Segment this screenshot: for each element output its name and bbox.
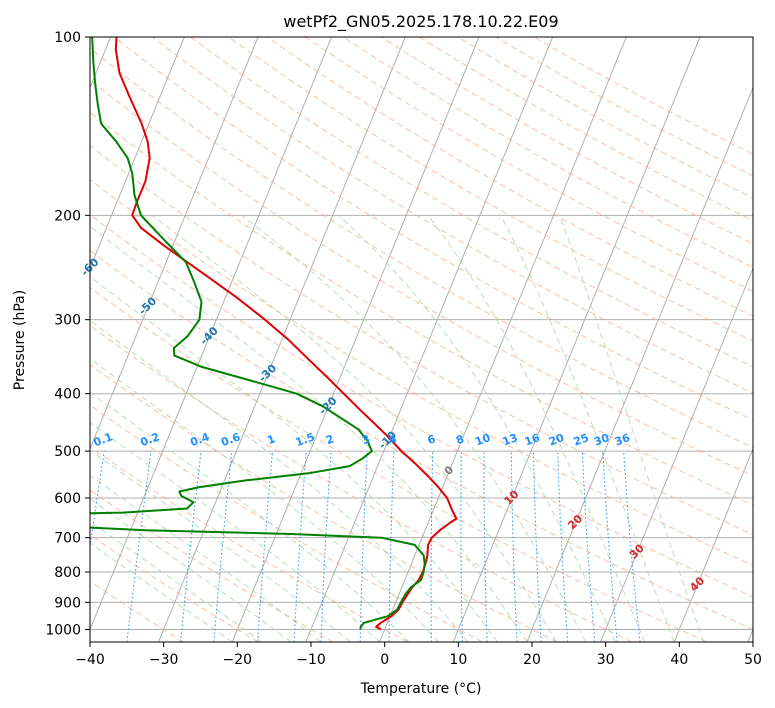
y-tick-label: 700 bbox=[54, 531, 81, 547]
mixing-ratio-label: 36 bbox=[613, 431, 632, 449]
mixing-ratio-label: 1.5 bbox=[294, 430, 317, 449]
mixing-ratio-label: 6 bbox=[426, 432, 438, 447]
y-tick-label: 300 bbox=[54, 313, 81, 329]
y-tick-label: 400 bbox=[54, 387, 81, 403]
dry-adiabat bbox=[190, 37, 753, 368]
dry-adiabat bbox=[304, 37, 753, 292]
mixing-ratio-line bbox=[90, 451, 105, 551]
dry-adiabat bbox=[90, 178, 753, 566]
isotherm-line bbox=[90, 37, 259, 451]
x-tick-label: 30 bbox=[597, 652, 615, 668]
chart-title: wetPf2_GN05.2025.178.10.22.E09 bbox=[283, 12, 558, 32]
mixing-ratio-label: 25 bbox=[572, 431, 591, 448]
mixing-ratio-label: 30 bbox=[592, 431, 611, 449]
x-tick-label: −10 bbox=[296, 652, 326, 668]
dry-adiabat bbox=[90, 364, 558, 642]
dry-adiabat bbox=[90, 286, 707, 642]
moist-adiabat bbox=[90, 391, 410, 642]
mixing-ratio-label: 0.6 bbox=[219, 430, 242, 449]
mixing-ratio-label: 16 bbox=[523, 431, 542, 449]
moist-adiabat bbox=[90, 319, 469, 642]
moist-adiabat bbox=[427, 214, 646, 642]
x-tick-label: −40 bbox=[75, 652, 105, 668]
isotherm-line bbox=[600, 266, 753, 642]
moist-adiabat bbox=[338, 214, 616, 642]
y-tick-label: 800 bbox=[54, 565, 81, 581]
isotherm-line bbox=[90, 37, 185, 270]
mixing-ratio-label: 20 bbox=[547, 431, 566, 449]
x-tick-label: 20 bbox=[523, 652, 541, 668]
y-tick-label: 900 bbox=[54, 595, 81, 611]
mixing-ratio-label: 4 bbox=[387, 432, 399, 447]
x-tick-label: 50 bbox=[744, 652, 762, 668]
isotherm-line bbox=[452, 37, 701, 642]
mixing-ratio-label: 8 bbox=[454, 432, 466, 447]
dry-adiabat bbox=[90, 79, 753, 477]
moist-adiabat bbox=[559, 215, 705, 642]
mixing-ratio-line bbox=[126, 451, 152, 642]
isotherm-line bbox=[526, 86, 753, 642]
moist-adiabat bbox=[90, 225, 528, 642]
isotherm-line bbox=[90, 37, 333, 631]
isotherm-line bbox=[305, 37, 554, 642]
dry-adiabat bbox=[266, 37, 753, 317]
moist-adiabat bbox=[90, 357, 439, 642]
y-tick-label: 100 bbox=[54, 30, 81, 46]
moist-adiabat bbox=[90, 542, 233, 642]
mixing-ratio-label: 1 bbox=[266, 432, 278, 447]
x-tick-label: 0 bbox=[380, 652, 389, 668]
dry-adiabat bbox=[90, 324, 633, 642]
mixing-ratio-label: 0.1 bbox=[92, 430, 115, 449]
y-tick-label: 1000 bbox=[45, 622, 81, 638]
dry-adiabat bbox=[90, 534, 259, 642]
data-layer bbox=[90, 37, 458, 631]
dry-adiabat bbox=[90, 249, 753, 630]
isotherm-line bbox=[158, 37, 406, 642]
mixing-ratio-line bbox=[623, 451, 641, 642]
mixing-ratio-line bbox=[213, 451, 233, 642]
mixing-ratio-label: 0.2 bbox=[139, 430, 162, 449]
dry-adiabat bbox=[90, 111, 753, 506]
mixing-ratio-line bbox=[180, 451, 202, 642]
mixing-ratio-label: 2 bbox=[324, 432, 336, 447]
x-tick-label: 10 bbox=[449, 652, 467, 668]
x-tick-label: −20 bbox=[223, 652, 253, 668]
y-tick-label: 200 bbox=[54, 208, 81, 224]
x-tick-label: −30 bbox=[149, 652, 179, 668]
moist-adiabat bbox=[500, 215, 675, 642]
moist-adiabat bbox=[90, 421, 380, 642]
y-tick-label: 600 bbox=[54, 491, 81, 507]
grid-layer bbox=[90, 37, 753, 642]
mixing-ratio-label: 0.4 bbox=[189, 430, 212, 449]
isotherm-line bbox=[379, 37, 627, 642]
dry-adiabat bbox=[152, 37, 753, 394]
mixing-ratio-label: 3 bbox=[360, 432, 372, 447]
mixing-ratio-label: 10 bbox=[473, 431, 492, 449]
isotherm-line bbox=[673, 447, 753, 642]
mixing-ratio-line bbox=[602, 451, 618, 642]
dry-adiabat bbox=[90, 404, 483, 642]
moist-adiabat bbox=[90, 474, 321, 642]
dry-adiabat bbox=[90, 489, 334, 642]
mixing-ratio-label: 13 bbox=[501, 431, 520, 448]
moist-adiabat bbox=[90, 276, 498, 642]
moist-adiabat bbox=[90, 498, 292, 642]
x-axis-label: Temperature (°C) bbox=[360, 681, 482, 697]
plot-frame bbox=[89, 36, 754, 643]
moist-adiabat bbox=[151, 214, 557, 642]
y-tick-label: 500 bbox=[54, 444, 81, 460]
dry-adiabat bbox=[90, 446, 409, 642]
dewpoint-profile-line bbox=[90, 37, 426, 630]
axis-layer: −40 −30 −20 −10 0 10 20 30 40 50 1000 900 800 700 600 5… bbox=[45, 30, 762, 668]
isotherm-line bbox=[231, 37, 480, 642]
y-axis-label: Pressure (hPa) bbox=[12, 290, 28, 390]
x-tick-label: 40 bbox=[670, 652, 688, 668]
dry-adiabat bbox=[90, 213, 753, 598]
moist-adiabat bbox=[241, 214, 587, 642]
mixing-ratio-line bbox=[257, 451, 273, 642]
moist-adiabat bbox=[90, 520, 262, 642]
